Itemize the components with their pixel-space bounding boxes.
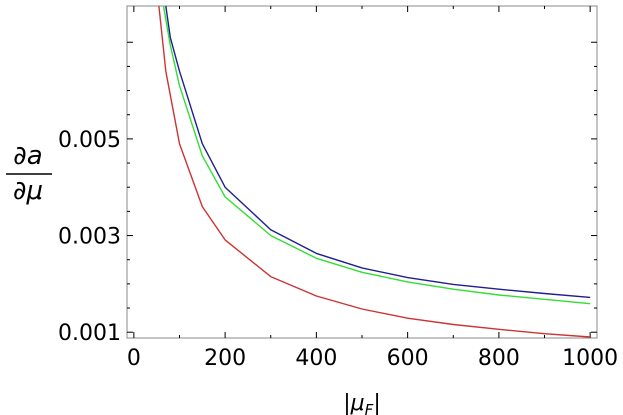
series-curves bbox=[158, 5, 591, 338]
y-tick-label: 0.005 bbox=[58, 128, 121, 153]
tick-labels: 0 200 400 600 800 1000 0.001 0.003 0.005 bbox=[58, 128, 618, 371]
x-tick-label: 400 bbox=[295, 346, 337, 371]
plot-frame bbox=[126, 5, 598, 339]
x-tick-label: 0 bbox=[127, 346, 141, 371]
tick-marks bbox=[127, 6, 597, 338]
y-tick-label: 0.001 bbox=[58, 321, 121, 346]
x-axis-label: |μF| bbox=[343, 391, 380, 415]
y-tick-label: 0.003 bbox=[58, 225, 121, 250]
y-axis-label: ∂a ∂μ bbox=[6, 141, 52, 206]
series-line-3 bbox=[158, 5, 591, 338]
x-tick-label: 1000 bbox=[562, 346, 618, 371]
x-tick-label: 200 bbox=[204, 346, 246, 371]
svg-text:∂μ: ∂μ bbox=[13, 176, 43, 206]
svg-text:∂a: ∂a bbox=[13, 141, 42, 171]
x-tick-label: 800 bbox=[478, 346, 520, 371]
x-tick-label: 600 bbox=[387, 346, 429, 371]
series-line-1 bbox=[165, 5, 591, 299]
series-line-2 bbox=[162, 5, 591, 305]
